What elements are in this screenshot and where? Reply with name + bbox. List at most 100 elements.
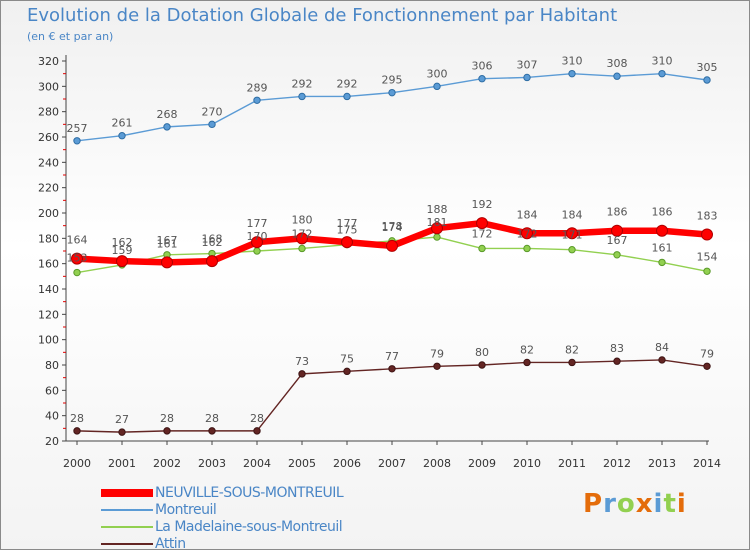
data-label: 172 bbox=[517, 227, 538, 240]
data-label: 82 bbox=[565, 343, 579, 356]
data-label: 167 bbox=[607, 234, 628, 247]
data-point bbox=[478, 75, 486, 83]
data-label: 180 bbox=[292, 213, 313, 226]
x-tick-label: 2014 bbox=[693, 457, 721, 470]
data-point bbox=[433, 82, 441, 91]
data-label: 83 bbox=[610, 342, 624, 355]
data-labels: 257 261 268 270 289 292 292 295 300 306 307 310 308 3… bbox=[67, 55, 718, 426]
data-label: 167 bbox=[157, 234, 178, 247]
y-tick-label: 80 bbox=[45, 359, 59, 372]
data-label: 310 bbox=[652, 55, 673, 68]
data-label: 77 bbox=[385, 350, 399, 363]
data-point bbox=[296, 232, 308, 245]
data-point bbox=[476, 217, 488, 230]
data-label: 171 bbox=[562, 229, 583, 242]
y-tick-label: 260 bbox=[38, 131, 59, 144]
data-label: 295 bbox=[382, 74, 403, 87]
data-point bbox=[523, 73, 531, 82]
y-tick-label: 300 bbox=[38, 80, 59, 93]
y-tick-label: 140 bbox=[38, 283, 59, 296]
data-point bbox=[71, 252, 83, 265]
data-label: 174 bbox=[382, 221, 403, 234]
data-point bbox=[433, 362, 441, 370]
data-point bbox=[658, 356, 666, 364]
data-label: 261 bbox=[112, 117, 133, 130]
legend-label: La Madelaine-sous-Montreuil bbox=[155, 519, 343, 535]
data-label: 28 bbox=[70, 412, 84, 425]
legend-label: Montreuil bbox=[155, 502, 217, 518]
y-tick-label: 320 bbox=[38, 55, 59, 68]
data-label: 80 bbox=[475, 346, 489, 359]
chart-subtitle: (en € et par an) bbox=[27, 30, 114, 43]
data-point bbox=[433, 233, 441, 241]
data-label: 192 bbox=[472, 198, 493, 211]
y-tick-label: 120 bbox=[38, 308, 59, 321]
legend-swatch bbox=[101, 489, 153, 497]
data-label: 308 bbox=[607, 57, 628, 70]
x-tick-label: 2011 bbox=[558, 457, 586, 470]
data-point bbox=[703, 267, 711, 275]
data-label: 292 bbox=[292, 77, 313, 90]
data-label: 175 bbox=[337, 224, 358, 237]
data-point bbox=[163, 123, 171, 131]
data-label: 300 bbox=[427, 67, 448, 80]
data-label: 154 bbox=[697, 250, 718, 263]
data-label: 28 bbox=[250, 412, 264, 425]
data-point bbox=[613, 357, 621, 365]
legend-swatch bbox=[101, 526, 153, 528]
data-point bbox=[343, 367, 351, 376]
data-label: 84 bbox=[655, 341, 669, 354]
legend-label: NEUVILLE-SOUS-MONTREUIL bbox=[155, 485, 344, 501]
data-label: 188 bbox=[427, 203, 448, 216]
data-label: 183 bbox=[697, 210, 718, 223]
x-tick-label: 2004 bbox=[243, 457, 271, 470]
data-point bbox=[566, 227, 578, 240]
data-point bbox=[253, 96, 261, 104]
y-tick-label: 280 bbox=[38, 106, 59, 119]
series-layer bbox=[71, 69, 713, 436]
data-point bbox=[703, 76, 711, 84]
line-chart: 20 40 60 80 100 120 140 160 180 200 220 240 260 280 30… bbox=[38, 55, 721, 470]
data-point bbox=[658, 69, 666, 78]
data-point bbox=[568, 246, 576, 254]
data-point bbox=[478, 244, 486, 253]
data-label: 178 bbox=[382, 220, 403, 233]
data-point bbox=[253, 247, 261, 255]
data-point bbox=[73, 137, 81, 145]
x-tick-label: 2000 bbox=[63, 457, 91, 470]
data-point bbox=[118, 428, 126, 436]
data-label: 306 bbox=[472, 60, 493, 73]
y-tick-label: 20 bbox=[45, 435, 59, 448]
x-tick-label: 2009 bbox=[468, 457, 496, 470]
data-point bbox=[611, 224, 623, 237]
data-label: 73 bbox=[295, 355, 309, 368]
data-label: 28 bbox=[160, 412, 174, 425]
data-label: 305 bbox=[697, 61, 718, 74]
proxiti-logo: Proxiti bbox=[583, 489, 687, 519]
data-point bbox=[163, 427, 171, 435]
data-label: 186 bbox=[607, 206, 628, 219]
data-label: 27 bbox=[115, 413, 129, 426]
data-point bbox=[298, 370, 306, 378]
data-point bbox=[386, 239, 398, 252]
data-label: 162 bbox=[202, 236, 223, 249]
data-label: 161 bbox=[157, 237, 178, 250]
data-point bbox=[251, 236, 263, 249]
data-point bbox=[521, 227, 533, 240]
data-label: 307 bbox=[517, 58, 538, 71]
x-tick-label: 2007 bbox=[378, 457, 406, 470]
x-tick-label: 2013 bbox=[648, 457, 676, 470]
data-point bbox=[298, 244, 306, 253]
data-label: 186 bbox=[652, 206, 673, 219]
data-label: 79 bbox=[700, 347, 714, 360]
data-point bbox=[206, 255, 218, 268]
data-point bbox=[208, 427, 216, 435]
data-label: 184 bbox=[562, 208, 583, 221]
data-point bbox=[388, 88, 396, 97]
data-label: 164 bbox=[67, 234, 88, 247]
data-label: 289 bbox=[247, 81, 268, 94]
y-tick-label: 240 bbox=[38, 156, 59, 169]
data-label: 310 bbox=[562, 55, 583, 68]
data-point bbox=[343, 92, 351, 101]
data-label: 270 bbox=[202, 105, 223, 118]
